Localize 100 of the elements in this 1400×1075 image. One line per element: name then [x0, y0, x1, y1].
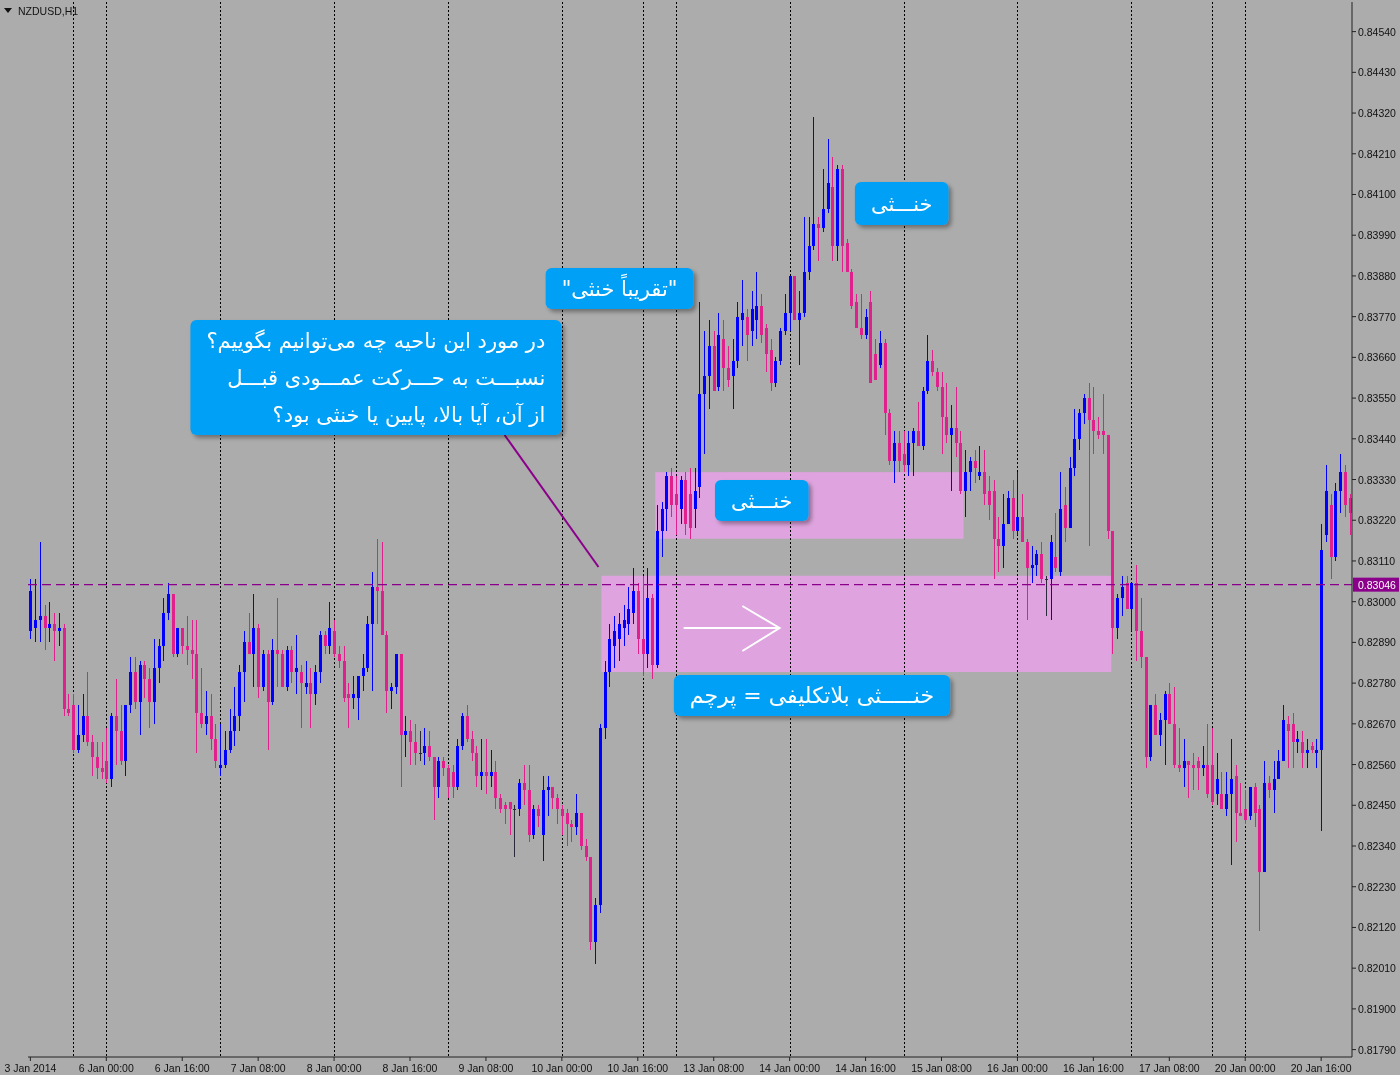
candlestick — [1159, 712, 1162, 747]
candlestick — [1273, 760, 1276, 814]
candlestick — [1287, 715, 1290, 769]
annotation: در مورد این ناحیه چه می‌توانیم بگوییم؟ نسبـــت به حـــرکت عمـــودی قبـــل از آن، آیا بالا، پایین یا خنثی بود؟ — [206, 328, 546, 427]
candlestick — [812, 116, 815, 251]
candlestick — [466, 704, 469, 743]
candlestick — [48, 601, 51, 643]
x-tick-label: 20 Jan 00:00 — [1214, 1062, 1276, 1074]
candlestick — [817, 216, 820, 262]
y-tick-label: 0.83330 — [1358, 473, 1397, 486]
candlestick — [893, 430, 896, 484]
candlestick — [1054, 512, 1057, 573]
candlestick — [561, 804, 564, 836]
candlestick — [499, 793, 502, 814]
candlestick — [969, 456, 972, 492]
x-tick-label: 16 Jan 00:00 — [987, 1062, 1048, 1074]
x-tick-label: 16 Jan 16:00 — [1063, 1062, 1124, 1074]
candlestick — [419, 730, 422, 762]
candlestick — [404, 715, 407, 758]
candlestick — [77, 704, 80, 754]
candlestick — [513, 804, 516, 858]
candlestick — [1230, 738, 1233, 866]
candlestick — [233, 686, 236, 747]
y-tick-label: 0.83990 — [1358, 229, 1397, 242]
candlestick — [214, 723, 217, 769]
y-tick-label: 0.83770 — [1358, 310, 1397, 323]
y-tick-label: 0.82670 — [1358, 717, 1397, 730]
x-tick-label: 8 Jan 00:00 — [306, 1062, 362, 1074]
candlestick — [490, 749, 493, 788]
candlestick — [475, 745, 478, 788]
candlestick — [352, 675, 355, 710]
y-tick-label: 0.81900 — [1358, 1002, 1397, 1015]
candlestick — [798, 290, 801, 366]
candlestick — [917, 401, 920, 447]
y-tick-label: 0.84430 — [1358, 66, 1397, 79]
candlestick — [338, 645, 341, 669]
y-tick-label: 0.83880 — [1358, 269, 1397, 282]
band-label: خنـــــثی بلاتکلیفی = پرچم — [689, 683, 935, 709]
y-tick-label: 0.83220 — [1358, 514, 1397, 527]
candlestick — [148, 667, 151, 729]
x-tick-label: 15 Jan 08:00 — [911, 1062, 973, 1074]
candlestick — [409, 719, 412, 766]
x-tick-label: 7 Jan 08:00 — [230, 1062, 286, 1074]
x-tick-label: 6 Jan 16:00 — [154, 1062, 210, 1074]
candlestick — [1064, 486, 1067, 543]
candlestick — [1002, 493, 1005, 569]
candlestick — [613, 615, 616, 669]
y-tick-label: 0.82230 — [1358, 880, 1397, 893]
y-tick-label: 0.84540 — [1358, 25, 1397, 38]
candlestick — [442, 756, 445, 777]
candlestick — [290, 645, 293, 684]
candlestick — [879, 330, 882, 369]
candlestick — [1225, 771, 1228, 817]
candlestick — [774, 356, 777, 388]
candlestick — [1301, 730, 1304, 769]
candlestick — [988, 475, 991, 521]
candlestick — [1244, 789, 1247, 825]
y-tick-label: 0.82890 — [1358, 636, 1397, 649]
candlestick — [205, 690, 208, 736]
y-tick-label: 0.84210 — [1358, 147, 1397, 160]
y-tick-label: 0.82340 — [1358, 840, 1397, 852]
candlestick — [675, 475, 678, 536]
candlestick — [362, 653, 365, 692]
candlestick — [1121, 575, 1124, 617]
candlestick — [414, 723, 417, 766]
y-tick-label: 0.83440 — [1358, 432, 1397, 445]
candlestick — [523, 764, 526, 806]
candlestick — [1268, 775, 1271, 799]
candlestick — [34, 578, 37, 643]
candlestick — [661, 501, 664, 558]
candlestick — [167, 582, 170, 621]
candlestick — [376, 538, 379, 625]
candlestick — [865, 308, 868, 340]
candlestick — [746, 308, 749, 362]
candlestick — [39, 541, 42, 643]
x-tick-label: 14 Jan 00:00 — [759, 1062, 821, 1074]
candlestick — [1292, 712, 1295, 769]
candlestick — [82, 693, 85, 743]
candlestick — [309, 667, 312, 729]
x-tick-label: 10 Jan 16:00 — [607, 1062, 669, 1074]
candlestick — [447, 764, 450, 799]
candlestick — [784, 293, 787, 336]
candlestick — [936, 367, 939, 392]
candlestick — [96, 741, 99, 780]
y-tick-label: 0.82450 — [1358, 799, 1397, 812]
candlestick — [229, 708, 232, 754]
candlestick — [480, 738, 483, 791]
candlestick — [158, 638, 161, 684]
y-tick-label: 0.83550 — [1358, 392, 1397, 405]
candlestick — [822, 168, 825, 233]
candlestick — [305, 660, 308, 695]
candlestick — [186, 615, 189, 666]
candlestick — [751, 290, 754, 347]
candlestick — [1045, 575, 1048, 617]
candlestick — [224, 730, 227, 769]
candlestick — [1092, 386, 1095, 455]
candlestick — [860, 293, 863, 340]
candlestick — [1102, 393, 1105, 455]
y-tick-label: 0.81790 — [1358, 1043, 1397, 1056]
candlestick — [200, 667, 203, 729]
